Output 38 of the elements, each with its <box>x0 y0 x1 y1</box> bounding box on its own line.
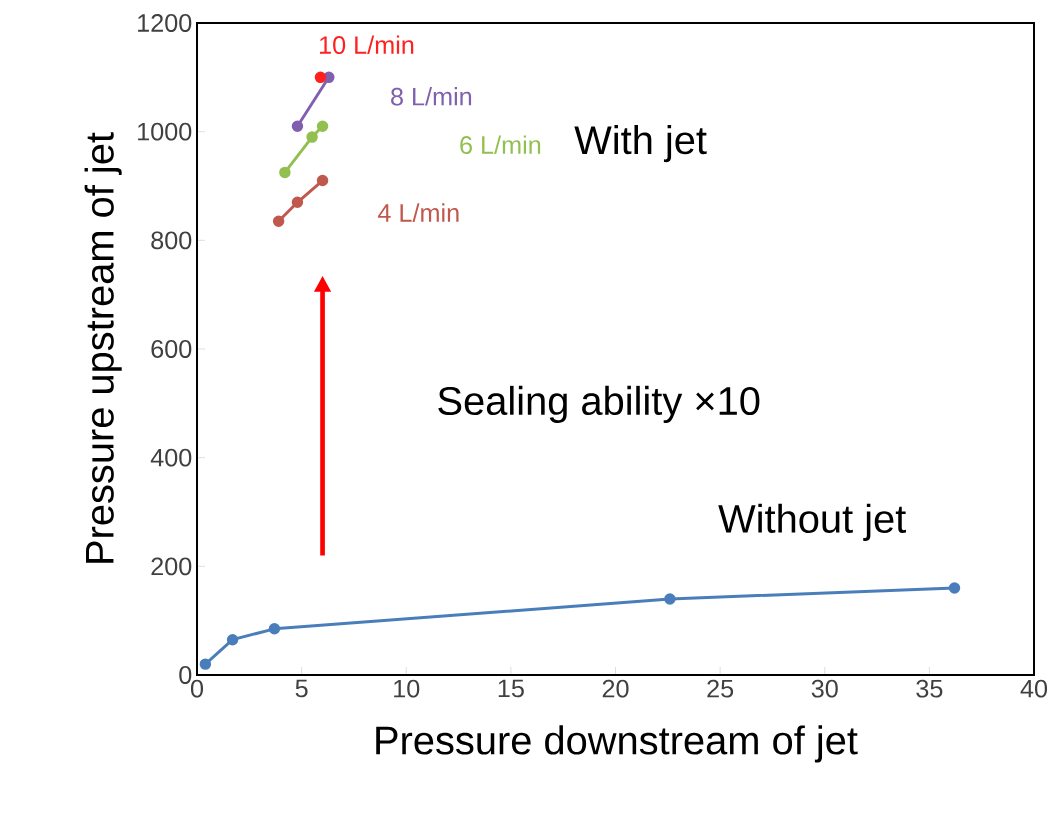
x-tick-label: 35 <box>916 679 943 698</box>
point <box>314 71 327 84</box>
text: 4 L/min <box>378 203 459 222</box>
annotation: Sealing ability ×10 <box>438 385 760 423</box>
point <box>316 120 329 132</box>
point <box>291 120 304 132</box>
x-tick-label: 0 <box>190 679 204 698</box>
series-label: Without jet <box>718 503 906 541</box>
point <box>279 166 291 179</box>
point <box>272 215 285 228</box>
text: 8 L/min <box>391 87 472 106</box>
x-tick-label: 20 <box>602 679 629 698</box>
point <box>291 196 304 209</box>
y-tick-label: 1200 <box>138 14 192 32</box>
y-tick-label: 800 <box>151 231 192 250</box>
point <box>199 658 212 670</box>
x-tick-label: 25 <box>707 679 734 698</box>
y-tick-label: 200 <box>151 557 192 576</box>
series-label: 10 L/min <box>320 35 414 54</box>
y-tick-label: 1000 <box>138 122 192 141</box>
point <box>268 623 281 635</box>
text: 6 L/min <box>460 135 541 154</box>
annotation: With jet <box>574 125 707 163</box>
x-tick-label: 40 <box>1020 679 1048 698</box>
point <box>948 582 961 594</box>
x-tick-label: 30 <box>811 679 838 698</box>
point <box>306 131 318 143</box>
x-tick-label: 15 <box>498 679 524 698</box>
point <box>664 593 676 605</box>
y-tick-label: 600 <box>151 340 192 358</box>
x-tick-label: 5 <box>295 679 308 698</box>
x-tick-label: 10 <box>394 679 420 698</box>
point <box>226 633 239 646</box>
x-axis-title: Pressure downstream of jet <box>376 725 858 763</box>
y-tick-label: 0 <box>179 666 192 684</box>
y-axis-title: Pressure upstream of jet <box>84 132 122 563</box>
point <box>316 174 329 187</box>
y-tick-label: 400 <box>150 448 192 467</box>
